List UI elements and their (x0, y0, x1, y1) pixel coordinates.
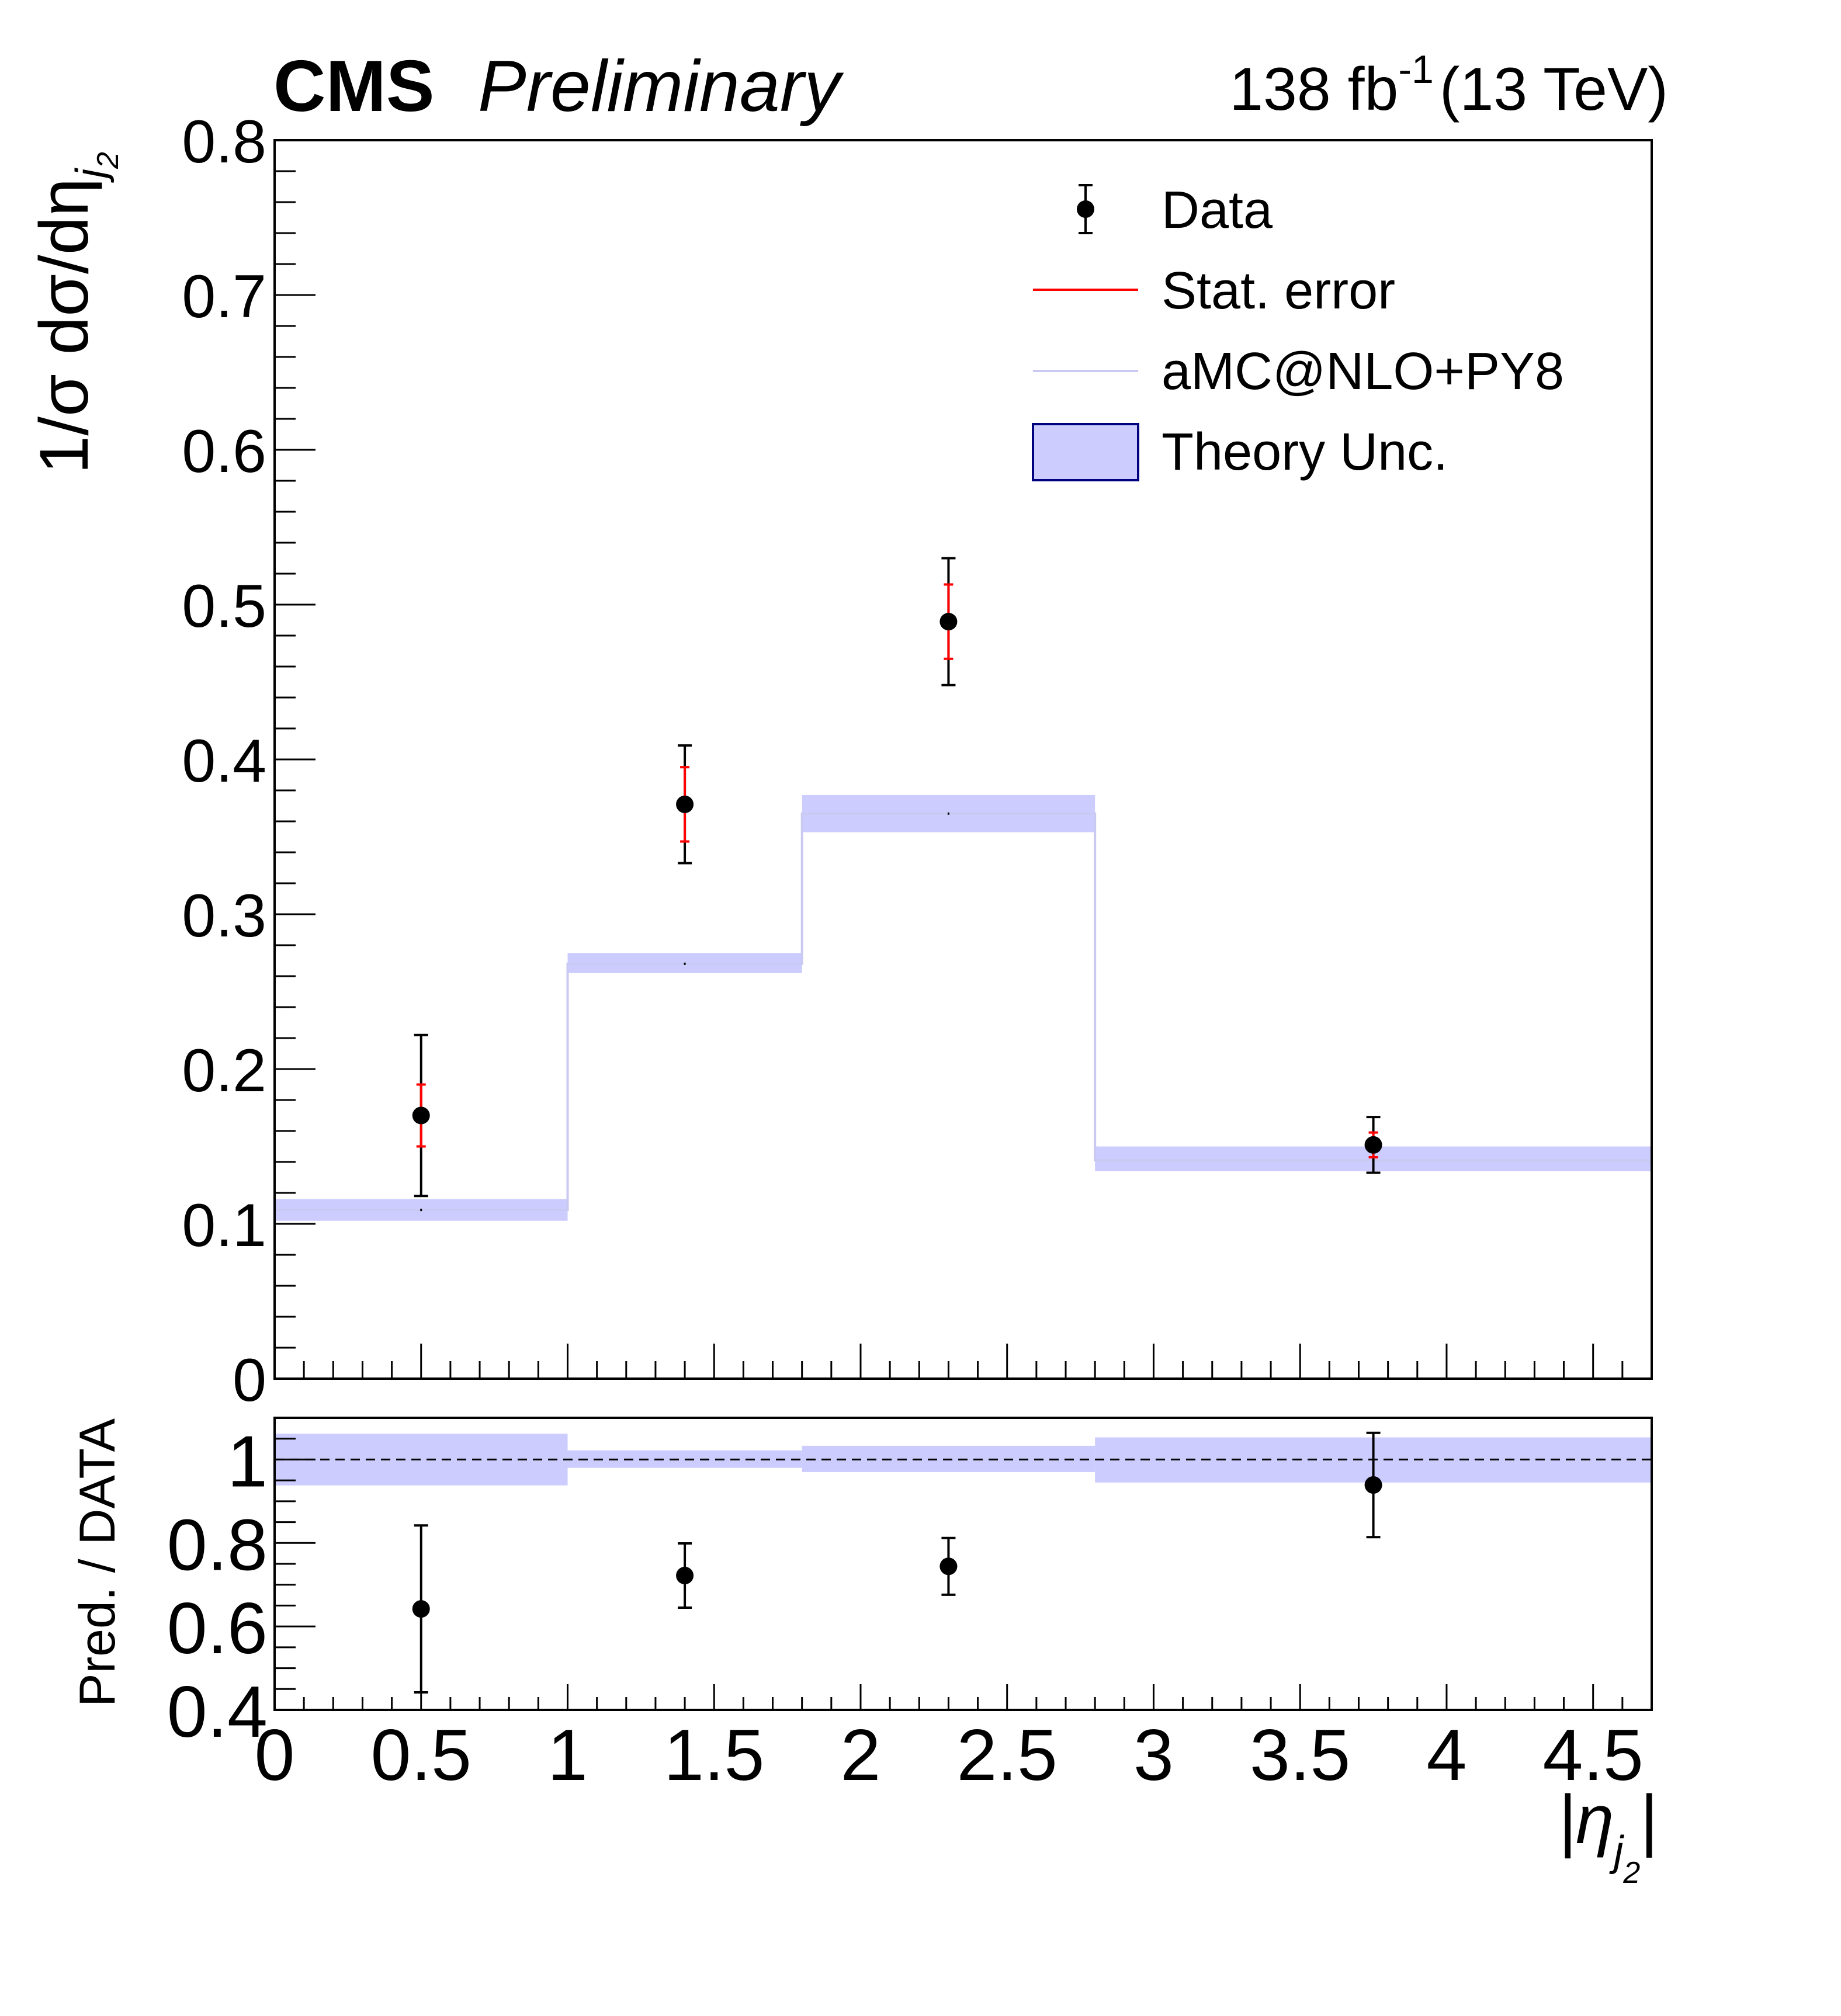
preliminary-label: Preliminary (478, 46, 844, 127)
ratio-points (412, 1431, 1382, 1694)
upper-y-axis-title: 1/σ dσ/dηj2 (26, 152, 125, 474)
cms-label: CMS (273, 46, 435, 127)
x-title-subsub: 2 (1622, 1856, 1640, 1890)
legend-label-stat-error: Stat. error (1162, 262, 1395, 320)
lumi-value: 138 fb (1229, 55, 1398, 123)
upper-y-title-subsub: 2 (91, 152, 125, 169)
ratio-marker (939, 1557, 958, 1576)
data-marker (1364, 1136, 1382, 1154)
data-marker (939, 613, 958, 631)
upper-y-tick-label: 0.1 (182, 1192, 266, 1259)
x-tick-label: 1 (547, 1715, 588, 1796)
theory-uncertainty-bands (275, 794, 1652, 1221)
x-title-main: |η (1558, 1781, 1614, 1859)
legend-entry-theory-unc: Theory Unc. (1032, 423, 1448, 481)
x-title-close: | (1640, 1781, 1658, 1858)
upper-y-tick-label: 0.3 (182, 882, 266, 950)
data-marker (676, 795, 694, 813)
upper-y-title-main: 1/σ dσ/dη (26, 178, 103, 474)
legend-label-theory-unc: Theory Unc. (1162, 423, 1448, 481)
legend: Data Stat. error aMC@NLO+PY8 Theory Unc. (1032, 181, 1564, 481)
x-tick-label: 3.5 (1250, 1715, 1350, 1796)
x-tick-label: 3 (1133, 1715, 1174, 1796)
ratio-marker (676, 1567, 694, 1584)
ratio-y-ticks (275, 1417, 315, 1711)
legend-entry-data: Data (1077, 181, 1273, 240)
ratio-point-2 (676, 1542, 694, 1609)
x-tick-labels: 0 0.5 1 1.5 2 2.5 3 3.5 4 4.5 (255, 1715, 1644, 1796)
legend-theory-unc-marker (1032, 423, 1139, 481)
ratio-y-tick-label: 0.4 (167, 1672, 268, 1753)
ratio-y-tick-labels: 0.40.60.81 (167, 1421, 268, 1753)
ratio-point-1 (412, 1524, 430, 1694)
x-tick-label: 2 (840, 1715, 880, 1796)
ratio-point-3 (939, 1536, 958, 1596)
ratio-marker (412, 1600, 430, 1618)
legend-label-prediction: aMC@NLO+PY8 (1162, 342, 1564, 401)
legend-entry-stat-error: Stat. error (1033, 262, 1395, 320)
x-axis-title: |ηj2| (1558, 1781, 1658, 1890)
upper-y-tick-label: 0.8 (182, 108, 266, 176)
upper-y-tick-label: 0.6 (182, 418, 266, 485)
upper-y-tick-label: 0 (233, 1347, 266, 1414)
x-tick-label: 4.5 (1543, 1715, 1644, 1796)
upper-y-ticks (275, 139, 315, 1380)
x-tick-label: 4 (1426, 1715, 1466, 1796)
lumi-exponent: -1 (1398, 47, 1433, 92)
data-point-1 (412, 1033, 430, 1198)
x-tick-label: 2.5 (957, 1715, 1058, 1796)
data-point-2 (676, 744, 694, 865)
x-tick-label: 0.5 (371, 1715, 471, 1796)
upper-y-tick-labels: 0 0.1 0.2 0.3 0.4 0.5 0.6 0.7 0.8 (182, 108, 266, 1414)
upper-y-tick-label: 0.5 (182, 572, 266, 640)
upper-y-tick-label: 0.7 (182, 263, 266, 331)
ratio-x-ticks (273, 1684, 1653, 1710)
ratio-y-tick-label: 0.6 (167, 1588, 268, 1669)
ratio-y-tick-label: 1 (227, 1421, 268, 1502)
data-point-4 (1364, 1116, 1382, 1174)
upper-y-tick-label: 0.4 (182, 727, 266, 795)
data-marker (412, 1106, 430, 1125)
legend-data-marker (1077, 200, 1094, 218)
prediction-step-line (275, 812, 1652, 1212)
legend-label-data: Data (1162, 181, 1273, 240)
legend-entry-prediction: aMC@NLO+PY8 (1033, 342, 1564, 401)
x-tick-label: 0 (255, 1715, 295, 1796)
energy-label: (13 TeV) (1440, 55, 1668, 123)
data-points (412, 557, 1382, 1198)
ratio-point-4 (1364, 1431, 1382, 1539)
upper-x-ticks (273, 1344, 1653, 1379)
ratio-marker (1364, 1476, 1382, 1494)
upper-plot-frame (273, 139, 1653, 1380)
upper-y-tick-label: 0.2 (182, 1037, 266, 1105)
lumi-label: 138 fb-1(13 TeV) (1229, 47, 1668, 123)
data-point-3 (939, 557, 958, 686)
ratio-y-axis-title: Pred. / DATA (70, 1418, 126, 1706)
ratio-y-tick-label: 0.8 (167, 1505, 268, 1585)
x-tick-label: 1.5 (664, 1715, 764, 1796)
